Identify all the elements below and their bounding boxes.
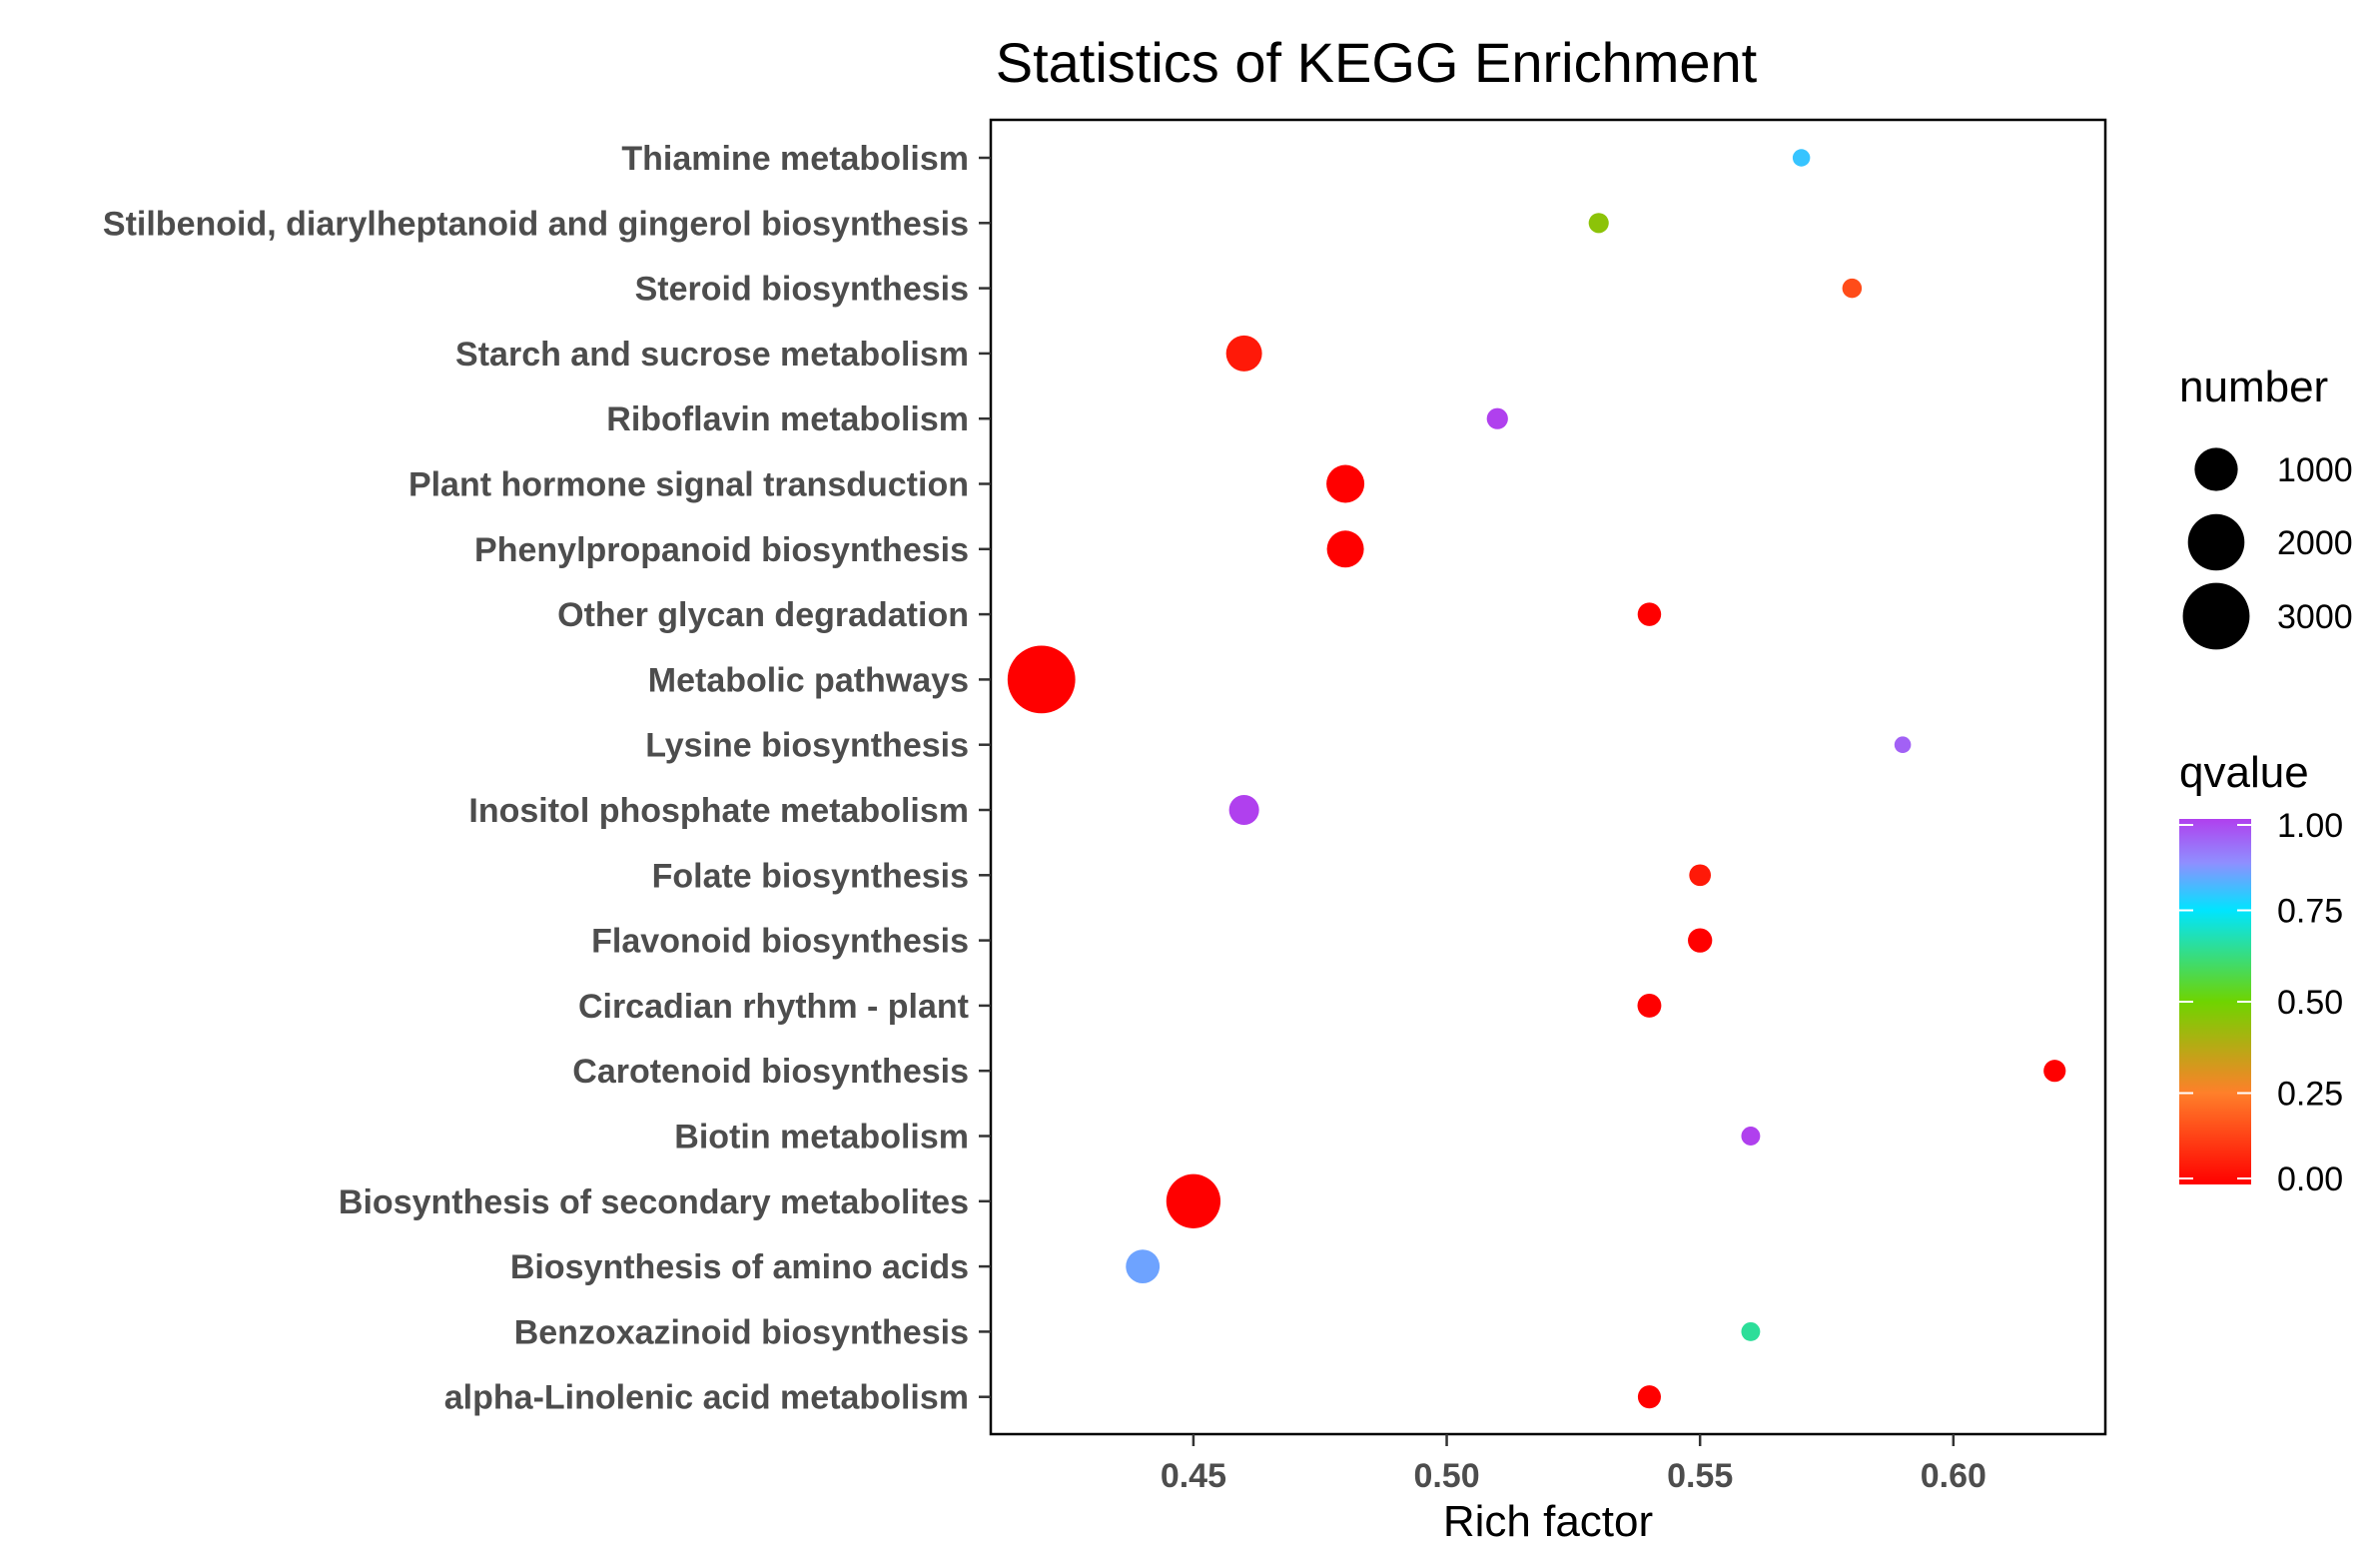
y-category-label: Starch and sucrose metabolism — [455, 336, 969, 374]
y-category-label: Steroid biosynthesis — [635, 271, 969, 309]
data-point — [1637, 1385, 1661, 1409]
y-category-label: Biotin metabolism — [674, 1119, 969, 1157]
color-legend-title: qvalue — [2179, 748, 2309, 797]
data-point — [1326, 530, 1364, 568]
size-legend-items: 1000 2000 3000 — [2182, 447, 2353, 650]
data-point — [1741, 1321, 1761, 1341]
x-tick-label: 0.50 — [1413, 1457, 1479, 1495]
size-legend-label: 1000 — [2277, 451, 2353, 489]
data-point — [1842, 278, 1863, 299]
data-point — [1486, 407, 1508, 429]
data-point — [1225, 335, 1262, 372]
size-legend-circle — [2187, 513, 2245, 571]
x-tick-label: 0.45 — [1161, 1457, 1226, 1495]
size-legend-circle — [2194, 447, 2238, 491]
y-category-label: Riboflavin metabolism — [606, 400, 969, 438]
y-category-label: Plant hormone signal transduction — [408, 466, 969, 504]
y-axis: Thiamine metabolism Stilbenoid, diarylhep… — [103, 140, 991, 1417]
data-point — [1326, 464, 1365, 503]
data-point — [1126, 1249, 1161, 1284]
y-category-label: Other glycan degradation — [557, 596, 969, 634]
y-category-label: Lysine biosynthesis — [645, 727, 969, 765]
data-point — [1689, 864, 1712, 887]
x-axis-label: Rich factor — [1443, 1497, 1653, 1546]
y-category-label: Flavonoid biosynthesis — [591, 923, 969, 961]
colorbar-tick-label: 0.50 — [2277, 984, 2343, 1022]
y-category-label: Phenylpropanoid biosynthesis — [474, 531, 969, 569]
size-legend: number 1000 2000 3000 — [2179, 363, 2353, 650]
y-category-label: Inositol phosphate metabolism — [468, 792, 969, 830]
x-axis: 0.45 0.50 0.55 0.60 — [1161, 1434, 1986, 1495]
data-point — [1228, 794, 1259, 826]
data-points — [1007, 149, 2066, 1409]
data-point — [1688, 928, 1713, 953]
colorbar-tick-label: 0.75 — [2277, 893, 2343, 931]
colorbar-tick-label: 0.25 — [2277, 1076, 2343, 1114]
data-point — [1166, 1173, 1221, 1228]
y-category-label: Stilbenoid, diarylheptanoid and gingerol… — [103, 205, 969, 243]
data-point — [1588, 213, 1609, 234]
size-legend-label: 3000 — [2277, 598, 2353, 636]
data-point — [1792, 149, 1811, 167]
data-point — [1894, 736, 1912, 753]
colorbar-tick-label: 0.00 — [2277, 1160, 2343, 1198]
x-tick-label: 0.60 — [1921, 1457, 1986, 1495]
y-category-label: Metabolic pathways — [648, 661, 969, 699]
size-legend-label: 2000 — [2277, 524, 2353, 562]
y-category-label: alpha-Linolenic acid metabolism — [444, 1379, 969, 1417]
colorbar-tick-label: 1.00 — [2277, 807, 2343, 845]
data-point — [1637, 993, 1662, 1018]
plot-panel — [989, 118, 2107, 1436]
color-legend: qvalue 0.00 0.25 0.50 0.75 1.00 — [2179, 748, 2343, 1198]
data-point — [1007, 645, 1076, 714]
y-category-label: Folate biosynthesis — [652, 857, 969, 895]
color-legend-ticks: 0.00 0.25 0.50 0.75 1.00 — [2179, 807, 2343, 1198]
y-category-label: Carotenoid biosynthesis — [572, 1053, 969, 1091]
data-point — [1741, 1127, 1761, 1146]
size-legend-title: number — [2179, 363, 2328, 411]
data-point — [2043, 1060, 2066, 1083]
x-tick-label: 0.55 — [1667, 1457, 1733, 1495]
y-category-label: Circadian rhythm - plant — [578, 988, 969, 1026]
size-legend-circle — [2182, 582, 2250, 650]
data-point — [1637, 602, 1662, 626]
y-category-label: Biosynthesis of amino acids — [510, 1248, 969, 1286]
y-category-label: Thiamine metabolism — [621, 140, 969, 178]
y-category-label: Benzoxazinoid biosynthesis — [514, 1313, 969, 1351]
y-category-label: Biosynthesis of secondary metabolites — [339, 1183, 969, 1221]
chart-title: Statistics of KEGG Enrichment — [996, 31, 1758, 94]
